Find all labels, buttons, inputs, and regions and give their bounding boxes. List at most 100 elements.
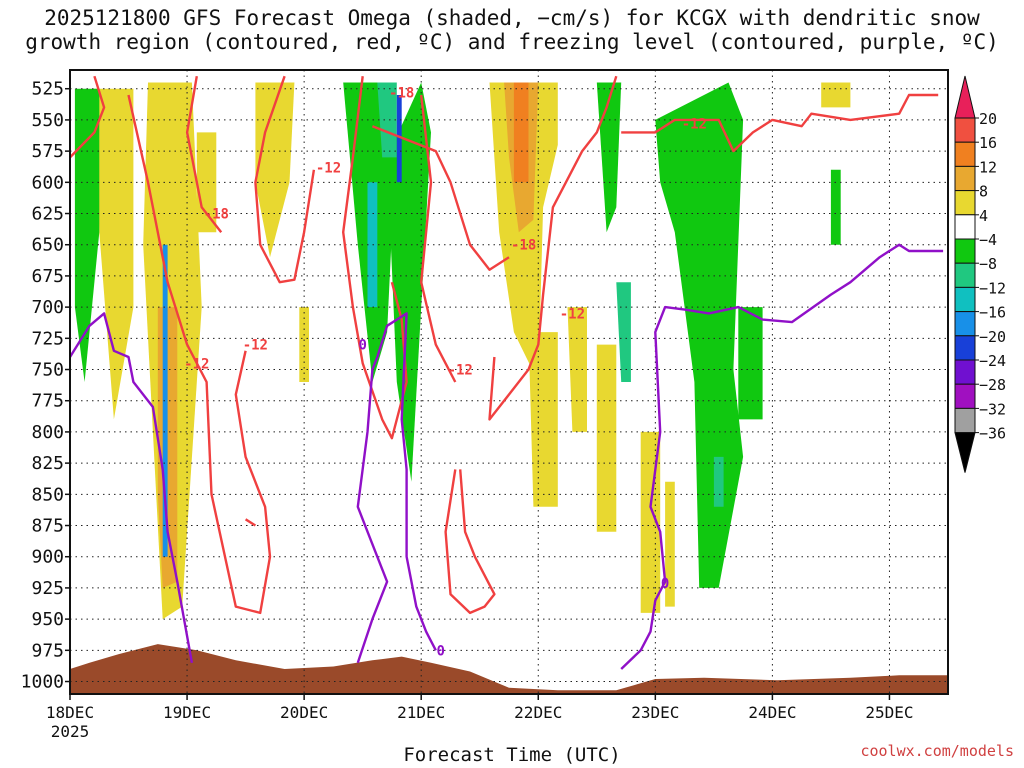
y-tick-label-800: 800	[31, 422, 64, 443]
colorbar-label-12: −32	[979, 400, 1006, 418]
red-contour-9	[444, 469, 496, 615]
red-contour-label-0: -18	[389, 85, 414, 101]
purple-contour-label-2: 0	[661, 576, 669, 592]
x-tick-label-23DEC: 23DEC	[631, 703, 679, 722]
x-axis-title: Forecast Time (UTC)	[403, 744, 621, 766]
colorbar-swatch-9	[954, 311, 976, 337]
x-tick-label-20DEC: 20DEC	[280, 703, 328, 722]
colorbar-swatch-3	[954, 165, 976, 192]
y-tick-label-650: 650	[31, 235, 64, 256]
colorbar-top-arrow	[954, 75, 976, 119]
colorbar-label-13: −36	[979, 425, 1006, 443]
plot-layer: -18 -18 -12 -12 -12 -18 -12 -12 -12 0 0 0	[70, 70, 948, 694]
red-contour-7	[488, 75, 618, 421]
y-tick-label-725: 725	[31, 328, 64, 349]
title-line-2: growth region (contoured, red, ºC) and f…	[25, 30, 999, 54]
purple-contour-1	[356, 312, 437, 664]
omega-region-24	[738, 307, 763, 420]
colorbar-label-9: −20	[979, 328, 1006, 346]
omega-region-0	[94, 88, 134, 420]
y-tick-label-825: 825	[31, 453, 64, 474]
red-contour-label-1: -18	[204, 207, 229, 223]
y-tick-label-700: 700	[31, 297, 64, 318]
red-contour-2	[127, 94, 272, 615]
omega-region-9	[528, 332, 558, 507]
y-tick-label-600: 600	[31, 172, 64, 193]
y-tick-label-950: 950	[31, 609, 64, 630]
omega-region-11	[596, 344, 617, 532]
red-contour-8	[621, 93, 939, 153]
omega-region-17	[387, 82, 431, 482]
colorbar-label-8: −16	[979, 304, 1006, 322]
colorbar-swatch-8	[954, 286, 976, 313]
purple-contour-0	[70, 312, 194, 664]
colorbar-label-1: 16	[979, 134, 997, 152]
omega-region-15	[74, 88, 100, 382]
colorbar-label-11: −28	[979, 376, 1006, 394]
red-contour-label-4: -12	[316, 160, 341, 176]
colorbar-swatch-1	[954, 117, 976, 143]
colorbar-label-2: 12	[979, 158, 997, 176]
y-tick-label-875: 875	[31, 516, 64, 537]
colorbar-swatch-13	[954, 407, 976, 434]
colorbar-label-10: −24	[979, 352, 1006, 370]
x-tick-sublabel: 2025	[51, 722, 90, 741]
omega-region-19	[367, 182, 378, 308]
y-tick-label-850: 850	[31, 484, 64, 505]
colorbar-swatch-6	[954, 238, 976, 264]
omega-region-4	[255, 82, 295, 258]
title-line-1: 2025121800 GFS Forecast Omega (shaded, −…	[44, 6, 980, 30]
red-contour-0	[70, 75, 106, 159]
colorbar-label-6: −8	[979, 255, 997, 273]
red-contour-label-5: -18	[511, 238, 536, 254]
colorbar-label-0: 20	[979, 110, 997, 128]
omega-region-14	[821, 82, 851, 108]
red-contour-label-2: -12	[184, 356, 209, 372]
omega-region-21	[596, 82, 622, 233]
y-tick-label-900: 900	[31, 547, 64, 568]
y-tick-label-925: 925	[31, 578, 64, 599]
x-tick-label-22DEC: 22DEC	[514, 703, 562, 722]
red-contour-5	[371, 125, 510, 271]
colorbar-swatch-12	[954, 383, 976, 409]
omega-region-20	[396, 95, 402, 183]
red-contour-label-7: -12	[560, 306, 585, 322]
red-contour-1	[185, 75, 223, 233]
x-tick-label-25DEC: 25DEC	[865, 703, 913, 722]
red-contour-3	[254, 75, 316, 284]
omega-region-8	[513, 82, 529, 183]
terrain-shading	[70, 644, 948, 694]
omega-region-18	[377, 82, 397, 158]
x-tick-label-18DEC: 18DEC	[46, 703, 94, 722]
y-tick-label-750: 750	[31, 360, 64, 381]
omega-region-26	[830, 169, 841, 245]
colorbar-swatch-2	[954, 141, 976, 167]
purple-contour-label-1: 0	[436, 643, 444, 659]
colorbar-swatch-10	[954, 335, 976, 361]
y-tick-label-975: 975	[31, 640, 64, 661]
plot-frame	[69, 69, 949, 695]
page-title: 2025121800 GFS Forecast Omega (shaded, −…	[0, 6, 1024, 54]
red-contour-10	[244, 518, 257, 527]
y-tick-label-775: 775	[31, 391, 64, 412]
omega-region-6	[489, 82, 558, 382]
y-tick-label-550: 550	[31, 110, 64, 131]
x-tick-label-19DEC: 19DEC	[163, 703, 211, 722]
red-contour-label-8: -12	[682, 117, 707, 133]
colorbar-label-5: −4	[979, 231, 997, 249]
purple-contour-2	[620, 243, 944, 670]
colorbar-label-4: 4	[979, 207, 988, 225]
x-tick-label-21DEC: 21DEC	[397, 703, 445, 722]
red-contour-label-3: -12	[243, 338, 268, 354]
omega-region-25	[713, 456, 724, 507]
red-contour-label-6: -12	[448, 363, 473, 379]
y-tick-label-525: 525	[31, 79, 64, 100]
colorbar-swatch-11	[954, 359, 976, 385]
credit-link[interactable]: coolwx.com/models	[860, 742, 1014, 760]
y-tick-label-675: 675	[31, 266, 64, 287]
purple-contour-label-0: 0	[358, 338, 366, 354]
y-tick-label-1000: 1000	[21, 672, 64, 693]
x-tick-label-24DEC: 24DEC	[748, 703, 796, 722]
red-contour-6	[420, 94, 457, 383]
